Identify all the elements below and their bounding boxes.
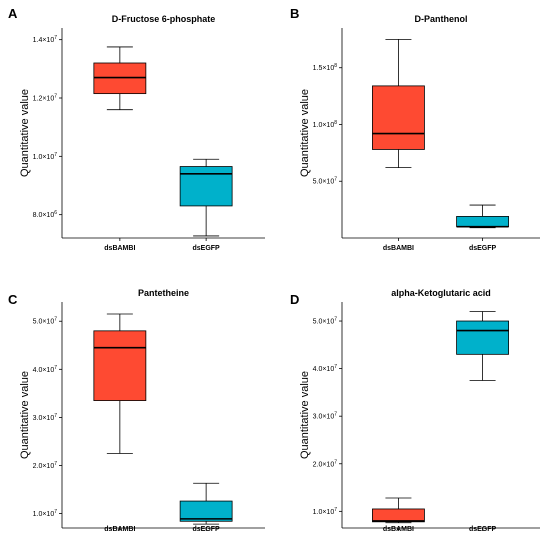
box-dsegfp: [179, 158, 233, 237]
box-dsegfp: [179, 482, 233, 525]
chart-title: Pantetheine: [138, 288, 189, 298]
y-tick-label: 1.2×107: [33, 94, 58, 103]
y-tick-label: 1.0×107: [33, 152, 58, 161]
box-iqr: [456, 320, 509, 355]
y-tick-label: 1.4×107: [33, 35, 58, 44]
x-tick-label: dsEGFP: [469, 245, 497, 252]
x-tick-label: dsBAMBI: [383, 245, 414, 252]
y-tick-label: 1.0×107: [33, 509, 58, 518]
y-tick-label: 2.0×107: [313, 459, 338, 468]
y-tick-label: 5.0×107: [313, 177, 338, 186]
x-tick-label: dsEGFP: [193, 245, 221, 252]
chart-title: alpha-Ketoglutaric acid: [391, 288, 491, 298]
box-dsegfp: [456, 311, 509, 381]
x-tick-label: dsBAMBI: [383, 526, 414, 533]
y-axis-label: Quantitative value: [299, 371, 311, 459]
box-iqr: [93, 330, 147, 401]
y-tick-label: 1.0×108: [313, 120, 338, 129]
chart-panel-c: C Pantetheine Quantitative value 1.0×107 2.0…: [8, 288, 265, 533]
y-axis-label: Quantitative value: [19, 371, 31, 459]
y-tick-label: 3.0×107: [33, 413, 58, 422]
panel-letter: C: [8, 292, 18, 307]
y-tick-label: 4.0×107: [33, 365, 58, 374]
box-dsbambi: [372, 497, 425, 524]
box-iqr: [372, 85, 425, 150]
chart-title: D-Panthenol: [415, 14, 468, 24]
box-dsegfp: [456, 204, 509, 229]
chart-title: D-Fructose 6-phosphate: [112, 14, 216, 24]
box-iqr: [372, 508, 425, 523]
y-tick-label: 1.5×108: [313, 63, 338, 72]
y-tick-label: 1.0×107: [313, 507, 338, 516]
x-tick-label: dsEGFP: [193, 526, 221, 533]
x-tick-label: dsBAMBI: [104, 526, 135, 533]
y-tick-label: 2.0×107: [33, 461, 58, 470]
chart-panel-a: A D-Fructose 6-phosphate Quantitative valu…: [8, 6, 265, 252]
x-tick-label: dsEGFP: [469, 526, 497, 533]
box-iqr: [179, 166, 233, 207]
box-dsbambi: [93, 46, 147, 111]
y-tick-label: 8.0×106: [33, 210, 58, 219]
y-tick-label: 3.0×107: [313, 412, 338, 421]
panel-letter: D: [290, 292, 299, 307]
y-tick-label: 5.0×107: [313, 317, 338, 326]
x-tick-label: dsBAMBI: [104, 245, 135, 252]
box-dsbambi: [93, 313, 147, 454]
y-tick-label: 5.0×107: [33, 317, 58, 326]
panel-letter: B: [290, 6, 299, 21]
box-iqr: [179, 500, 233, 522]
y-axis-label: Quantitative value: [299, 89, 311, 177]
panel-letter: A: [8, 6, 18, 21]
y-axis-label: Quantitative value: [19, 89, 31, 177]
box-dsbambi: [372, 38, 425, 169]
y-tick-label: 4.0×107: [313, 364, 338, 373]
box-iqr: [456, 216, 509, 228]
